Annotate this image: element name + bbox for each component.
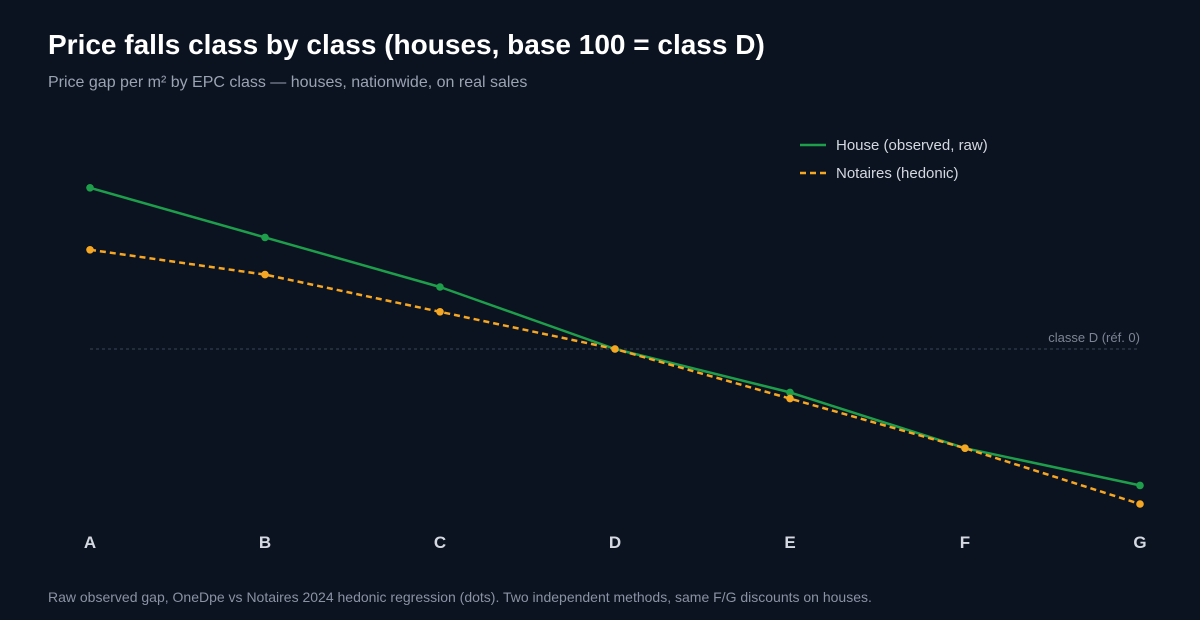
data-point-house-b: [261, 233, 269, 242]
data-point-notaires-a: [86, 246, 94, 254]
x-tick-d: D: [609, 533, 621, 552]
data-point-house-e: [786, 388, 794, 397]
data-point-notaires-c: [436, 308, 444, 316]
data-point-house-c: [436, 283, 444, 291]
x-tick-f: F: [960, 533, 970, 552]
data-point-notaires-g: [1136, 500, 1144, 508]
legend-label-house: House (observed, raw): [836, 137, 988, 154]
data-point-notaires-d: [611, 345, 619, 353]
chart-footnote: Raw observed gap, OneDpe vs Notaires 202…: [48, 589, 872, 605]
chart-subtitle: Price gap per m² by EPC class — houses, …: [48, 74, 528, 91]
legend: House (observed, raw) Notaires (hedonic): [800, 137, 988, 182]
legend-label-notaires: Notaires (hedonic): [836, 165, 959, 182]
series-layer: [86, 184, 1144, 508]
data-point-house-g: [1136, 481, 1144, 490]
x-tick-c: C: [434, 533, 446, 552]
series-line-notaires: [89, 248, 1141, 506]
reference-label: classe D (réf. 0): [1048, 330, 1140, 345]
data-point-notaires-e: [786, 394, 794, 403]
chart-title: Price falls class by class (houses, base…: [48, 29, 765, 60]
series-line-house: [89, 186, 1141, 487]
x-tick-a: A: [84, 533, 96, 552]
data-point-house-a: [86, 184, 94, 192]
data-point-notaires-b: [261, 270, 269, 279]
data-point-notaires-f: [961, 444, 969, 453]
x-axis-ticks: A B C D E F G: [84, 533, 1147, 552]
x-tick-e: E: [784, 533, 795, 552]
x-tick-b: B: [259, 533, 271, 552]
x-tick-g: G: [1133, 533, 1146, 552]
